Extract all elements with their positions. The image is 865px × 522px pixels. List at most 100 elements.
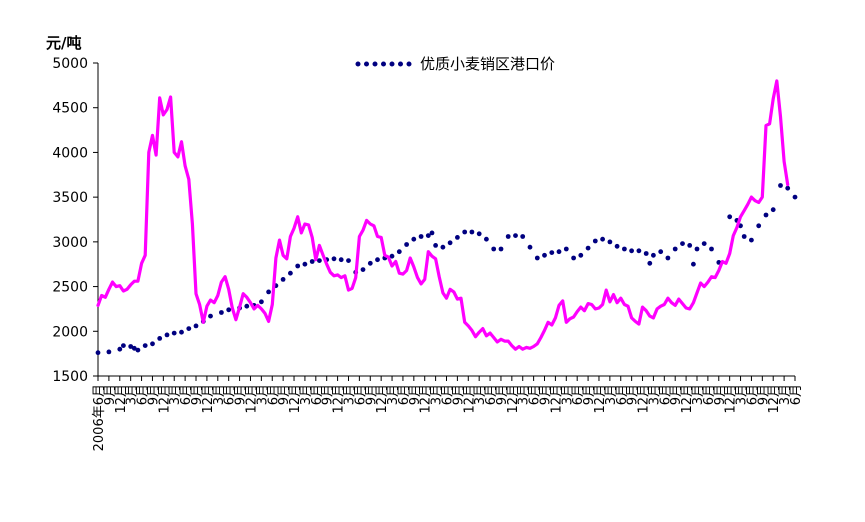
legend: 优质小麦销区港口价: [355, 55, 555, 73]
x-tick-label: 6月: [179, 384, 194, 405]
y-tick-label: 4000: [52, 145, 88, 161]
y-tick-label: 4500: [52, 101, 88, 117]
data-point: [607, 239, 613, 245]
data-point: [128, 344, 134, 349]
x-tick-label: 12月: [375, 384, 390, 414]
x-tick-label: 6月: [658, 384, 673, 405]
data-point: [592, 238, 598, 244]
data-point: [425, 233, 431, 239]
x-tick-label: 6月: [745, 384, 760, 405]
data-point: [756, 223, 762, 229]
x-tick-label: 6月: [353, 384, 368, 405]
data-point: [792, 194, 798, 200]
x-tick-label: 3月: [125, 384, 140, 405]
data-point: [763, 212, 769, 218]
data-point: [513, 233, 518, 239]
data-point: [346, 258, 351, 263]
data-point: [244, 303, 250, 309]
data-point: [455, 235, 460, 240]
x-tick-label: 3月: [386, 384, 401, 405]
x-tick-label: 3月: [647, 384, 662, 405]
x-tick-label: 9月: [277, 384, 292, 405]
data-point: [491, 246, 497, 252]
x-tick-label: 9月: [626, 384, 641, 405]
x-tick-label: 6月: [789, 384, 804, 405]
x-tick-label: 12月: [637, 384, 652, 414]
data-point: [131, 345, 137, 351]
data-point: [208, 313, 213, 319]
x-tick-label: 3月: [430, 384, 445, 405]
x-tick-label: 12月: [767, 384, 782, 414]
data-point: [447, 240, 453, 246]
x-tick-label: 9月: [669, 384, 684, 405]
x-tick-label: 9月: [234, 384, 249, 405]
x-tick-label: 6月: [615, 384, 630, 405]
x-tick-label: 12月: [288, 384, 303, 414]
x-tick-label: 9月: [756, 384, 771, 405]
data-point: [280, 277, 286, 282]
x-tick-label: 9月: [364, 384, 379, 405]
x-tick-label: 9月: [321, 384, 336, 405]
data-point: [106, 349, 112, 355]
data-point: [179, 329, 184, 335]
x-tick-label: 2006年6月: [92, 384, 107, 451]
x-tick-label: 3月: [517, 384, 532, 405]
data-point: [600, 236, 605, 242]
data-point: [411, 236, 417, 242]
data-point: [691, 261, 696, 267]
data-point: [636, 248, 642, 254]
data-point: [117, 346, 123, 352]
data-point: [476, 231, 482, 237]
data-point: [665, 255, 671, 261]
y-tick-label: 5000: [52, 56, 88, 72]
x-tick-label: 9月: [582, 384, 597, 405]
data-point: [157, 336, 163, 341]
legend-entry-0: 优质小麦销区港口价: [420, 55, 555, 73]
data-point: [672, 246, 678, 252]
x-tick-label: 3月: [299, 384, 314, 405]
data-point: [709, 246, 714, 252]
x-tick-label: 6月: [223, 384, 238, 405]
data-point: [302, 261, 308, 267]
y-tick-label: 2500: [52, 280, 88, 296]
x-tick-label: 3月: [168, 384, 183, 405]
data-point: [694, 246, 700, 252]
data-point: [429, 230, 435, 236]
data-point: [142, 343, 148, 348]
data-point: [542, 252, 547, 258]
data-point: [578, 252, 584, 258]
data-point: [505, 234, 511, 239]
data-point: [687, 243, 693, 248]
x-tick-label: 12月: [593, 384, 608, 414]
x-axis: 2006年6月9月12月3月6月9月12月3月6月9月12月3月6月9月12月3…: [92, 375, 804, 451]
data-point: [396, 249, 402, 255]
data-point: [701, 241, 707, 247]
data-point: [520, 234, 526, 239]
data-point: [186, 326, 192, 331]
data-point: [309, 259, 315, 264]
x-tick-label: 3月: [560, 384, 575, 405]
data-point: [193, 323, 199, 329]
x-tick-label: 6月: [484, 384, 499, 405]
data-point: [338, 257, 344, 263]
y-tick-label: 3500: [52, 190, 88, 206]
x-tick-label: 12月: [506, 384, 521, 414]
data-point: [95, 350, 101, 356]
y-axis-unit-label: 元/吨: [46, 34, 81, 52]
x-tick-label: 6月: [441, 384, 456, 405]
data-point: [629, 248, 634, 254]
data-point: [658, 249, 664, 255]
data-point: [266, 289, 271, 295]
data-point: [375, 257, 380, 263]
x-tick-label: 12月: [680, 384, 695, 414]
series-line-magenta: [96, 79, 790, 351]
data-point: [462, 229, 468, 235]
data-point: [121, 343, 126, 348]
x-tick-label: 3月: [735, 384, 750, 405]
data-point: [556, 249, 562, 255]
data-point: [647, 260, 653, 266]
data-point: [367, 260, 373, 266]
data-point: [741, 234, 747, 239]
x-tick-label: 6月: [702, 384, 717, 405]
data-point: [331, 256, 337, 262]
